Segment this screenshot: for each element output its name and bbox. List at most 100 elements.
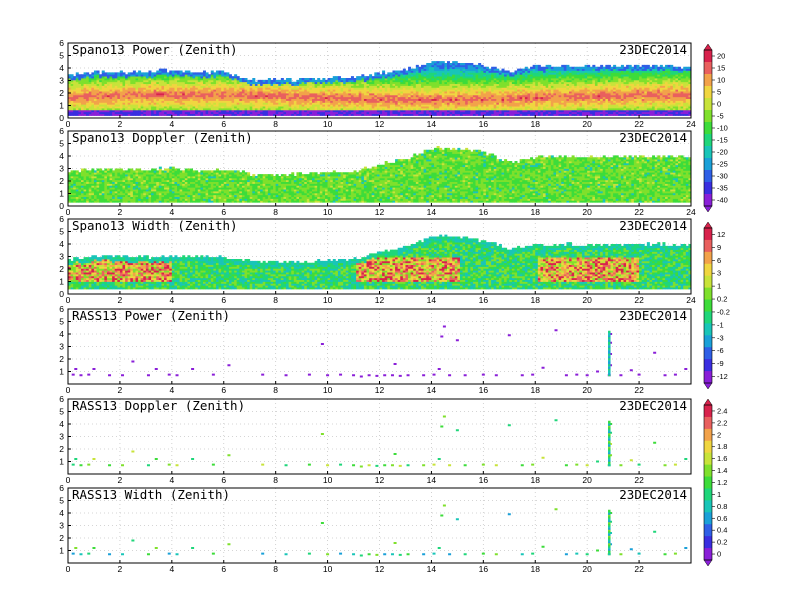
heat-cell [371,78,375,81]
heat-cell [234,108,238,111]
heat-cell [361,96,365,100]
heat-cell [202,111,206,115]
heat-cell [350,83,354,86]
heat-cell [153,102,157,105]
heat-cell [254,94,258,98]
heat-cell [371,76,375,79]
heat-cell [301,87,305,90]
heat-cell [99,76,103,79]
heat-cell [99,78,103,81]
heat-cell [291,113,295,116]
heat-cell [374,85,378,88]
heat-cell [117,72,121,75]
heat-cell [236,111,240,115]
heat-cell [177,85,181,88]
heat-cell [319,111,323,115]
heat-cell [322,91,326,94]
heat-cell [122,102,126,105]
heat-cell [254,91,258,94]
heat-cell [244,89,248,92]
heat-cell [296,100,300,103]
heat-cell [241,108,245,111]
heat-cell [221,104,225,107]
heat-cell [602,66,606,70]
heat-cell [125,87,129,90]
heat-cell [366,91,370,94]
heat-cell [257,109,261,113]
heat-cell [205,113,209,116]
heat-cell [68,98,71,101]
heat-cell [184,70,188,73]
heat-cell [561,64,565,68]
heat-cell [249,106,253,109]
heat-cell [306,93,310,96]
heat-cell [208,98,212,101]
heat-cell [322,113,326,116]
heat-cell [405,113,409,116]
heat-cell [96,93,100,96]
heat-cell [299,96,303,100]
heat-cell [278,104,282,107]
heat-cell [322,79,326,83]
heat-cell [143,104,147,107]
heat-cell [267,89,271,92]
heat-cell [190,109,193,113]
heat-cell [182,89,186,92]
heat-cell [231,83,235,86]
heat-cell [330,79,334,83]
heat-cell [78,85,82,88]
heat-cell [340,94,344,98]
heat-cell [119,74,123,77]
heat-cell [400,81,404,85]
heat-cell [182,81,186,85]
heat-cell [439,61,443,64]
heat-cell [145,98,149,101]
heat-cell [389,93,393,96]
heat-cell [389,81,393,85]
heat-cell [68,91,71,94]
heat-cell [101,91,105,94]
heat-cell [296,111,300,115]
heat-cell [138,106,142,109]
heat-cell [75,96,79,100]
heat-cell [187,81,191,85]
heat-cell [109,100,113,103]
heat-cell [104,106,108,109]
heat-cell [267,96,271,100]
heat-cell [106,83,110,86]
heat-cell [244,104,248,107]
heat-cell [169,94,173,98]
heat-cell [496,68,500,71]
heat-cell [119,102,123,105]
heat-cell [257,91,261,94]
heat-cell [257,113,261,116]
heat-cell [200,113,204,116]
heat-cell [164,93,168,96]
heat-cell [187,94,191,98]
heat-cell [83,89,87,92]
heat-cell [231,109,235,113]
heat-cell [73,85,77,88]
heat-cell [91,78,95,81]
heat-cell [252,108,256,111]
heat-cell [257,102,261,105]
heat-cell [205,91,209,94]
heat-cell [400,109,404,113]
heat-cell [405,109,409,113]
heat-cell [244,83,248,86]
heat-cell [205,100,209,103]
heat-cell [405,106,409,109]
heat-cell [363,79,367,83]
heat-cell [86,87,90,90]
heat-cell [132,70,136,73]
heat-cell [247,94,251,98]
heat-cell [343,102,347,105]
heat-cell [93,113,97,116]
heat-cell [324,96,328,100]
heat-cell [143,91,147,94]
heat-cell [218,87,222,90]
heat-cell [280,87,284,90]
heat-cell [286,91,290,94]
heat-cell [182,98,186,101]
heat-cell [93,78,97,81]
